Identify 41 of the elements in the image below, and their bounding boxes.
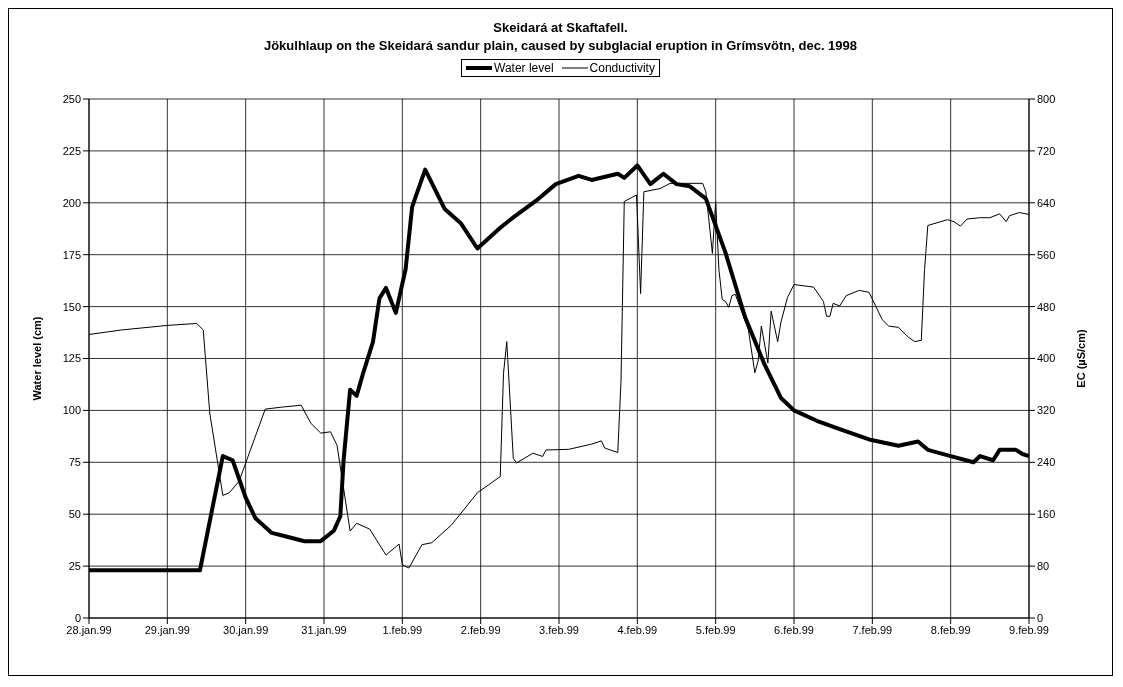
y2-tick-label: 560: [1037, 248, 1056, 261]
y2-axis-title: EC (µS/cm): [1074, 329, 1087, 388]
y-tick-label: 200: [62, 196, 81, 209]
chart-title: Skeidará at Skaftafell.: [492, 19, 629, 37]
x-tick-label: 7.feb.99: [852, 623, 893, 636]
legend-label: Water level: [494, 61, 554, 75]
x-tick-label: 2.feb.99: [460, 623, 501, 636]
x-tick-label: 1.feb.99: [382, 623, 423, 636]
x-tick-label: 29.jan.99: [144, 623, 190, 636]
chart-subtitle: Jökulhlaup on the Skeidará sandur plain, caused by subglacial eruption in Grímsvötn, dec. 1998: [262, 37, 859, 55]
y-tick-label: 225: [62, 144, 81, 157]
y-tick-label: 250: [62, 92, 81, 105]
y2-tick-label: 320: [1037, 404, 1056, 417]
y-tick-label: 175: [62, 248, 81, 261]
x-tick-label: 5.feb.99: [695, 623, 736, 636]
y-tick-label: 25: [68, 560, 81, 573]
x-tick-label: 9.feb.99: [1009, 623, 1049, 636]
y2-tick-label: 480: [1037, 300, 1056, 313]
x-tick-label: 28.jan.99: [66, 623, 112, 636]
y2-tick-label: 0: [1037, 611, 1044, 624]
x-tick-label: 3.feb.99: [539, 623, 579, 636]
y2-tick-label: 640: [1037, 196, 1056, 209]
y-tick-label: 75: [68, 456, 81, 469]
legend-label: Conductivity: [589, 61, 655, 75]
y-tick-label: 50: [68, 508, 81, 521]
x-tick-label: 6.feb.99: [774, 623, 814, 636]
y-tick-label: 150: [62, 300, 81, 313]
x-tick-label: 30.jan.99: [223, 623, 269, 636]
y-axis-title: Water level (cm): [30, 316, 43, 401]
y2-tick-label: 400: [1037, 352, 1056, 365]
y2-tick-label: 720: [1037, 144, 1056, 157]
y2-tick-label: 160: [1037, 508, 1056, 521]
y2-tick-label: 800: [1037, 92, 1056, 105]
y2-tick-label: 240: [1037, 456, 1056, 469]
x-tick-label: 31.jan.99: [301, 623, 347, 636]
y-tick-label: 100: [62, 404, 81, 417]
x-tick-label: 4.feb.99: [617, 623, 658, 636]
x-tick-label: 8.feb.99: [930, 623, 971, 636]
y-tick-label: 0: [74, 611, 81, 624]
y2-tick-label: 80: [1037, 560, 1050, 573]
y-tick-label: 125: [62, 352, 81, 365]
